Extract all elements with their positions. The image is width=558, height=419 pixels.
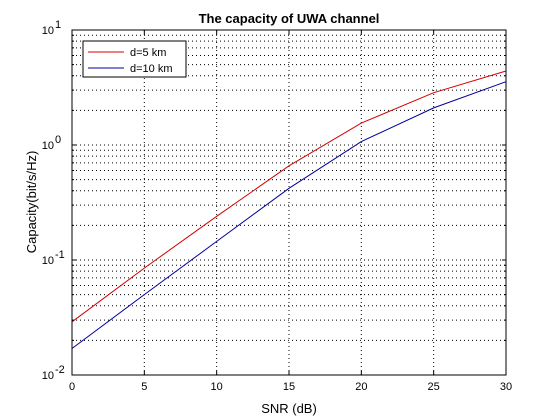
x-tick-label: 15 bbox=[283, 381, 295, 393]
y-tick-label: 10 bbox=[42, 140, 54, 152]
series-lines bbox=[71, 70, 507, 349]
x-tick-label: 0 bbox=[69, 381, 75, 393]
x-tick-label: 5 bbox=[141, 381, 147, 393]
y-tick-label-exponent: 0 bbox=[55, 134, 61, 146]
x-tick-label: 30 bbox=[500, 381, 512, 393]
legend-box bbox=[82, 40, 187, 78]
x-tick-label: 20 bbox=[355, 381, 367, 393]
y-tick-label: 10 bbox=[42, 370, 54, 382]
chart-title: The capacity of UWA channel bbox=[199, 11, 380, 26]
x-tick-label: 10 bbox=[211, 381, 223, 393]
legend-label-series-1: d=5 km bbox=[130, 47, 166, 59]
y-tick-label: 10 bbox=[42, 255, 54, 267]
y-tick-label: 10 bbox=[42, 25, 54, 37]
legend: d=5 km d=10 km bbox=[82, 40, 187, 78]
legend-label-series-2: d=10 km bbox=[130, 63, 173, 75]
series-line-2 bbox=[71, 81, 507, 349]
y-tick-label-exponent: -1 bbox=[55, 249, 65, 261]
x-axis-label: SNR (dB) bbox=[261, 401, 317, 416]
y-tick-label-exponent: -2 bbox=[55, 364, 65, 376]
x-tick-label: 25 bbox=[428, 381, 440, 393]
series-line-1 bbox=[71, 70, 507, 323]
y-axis-label: Capacity(bit/s/Hz) bbox=[24, 151, 39, 254]
axis-ticks bbox=[71, 29, 507, 376]
y-tick-label-exponent: 1 bbox=[55, 19, 61, 31]
